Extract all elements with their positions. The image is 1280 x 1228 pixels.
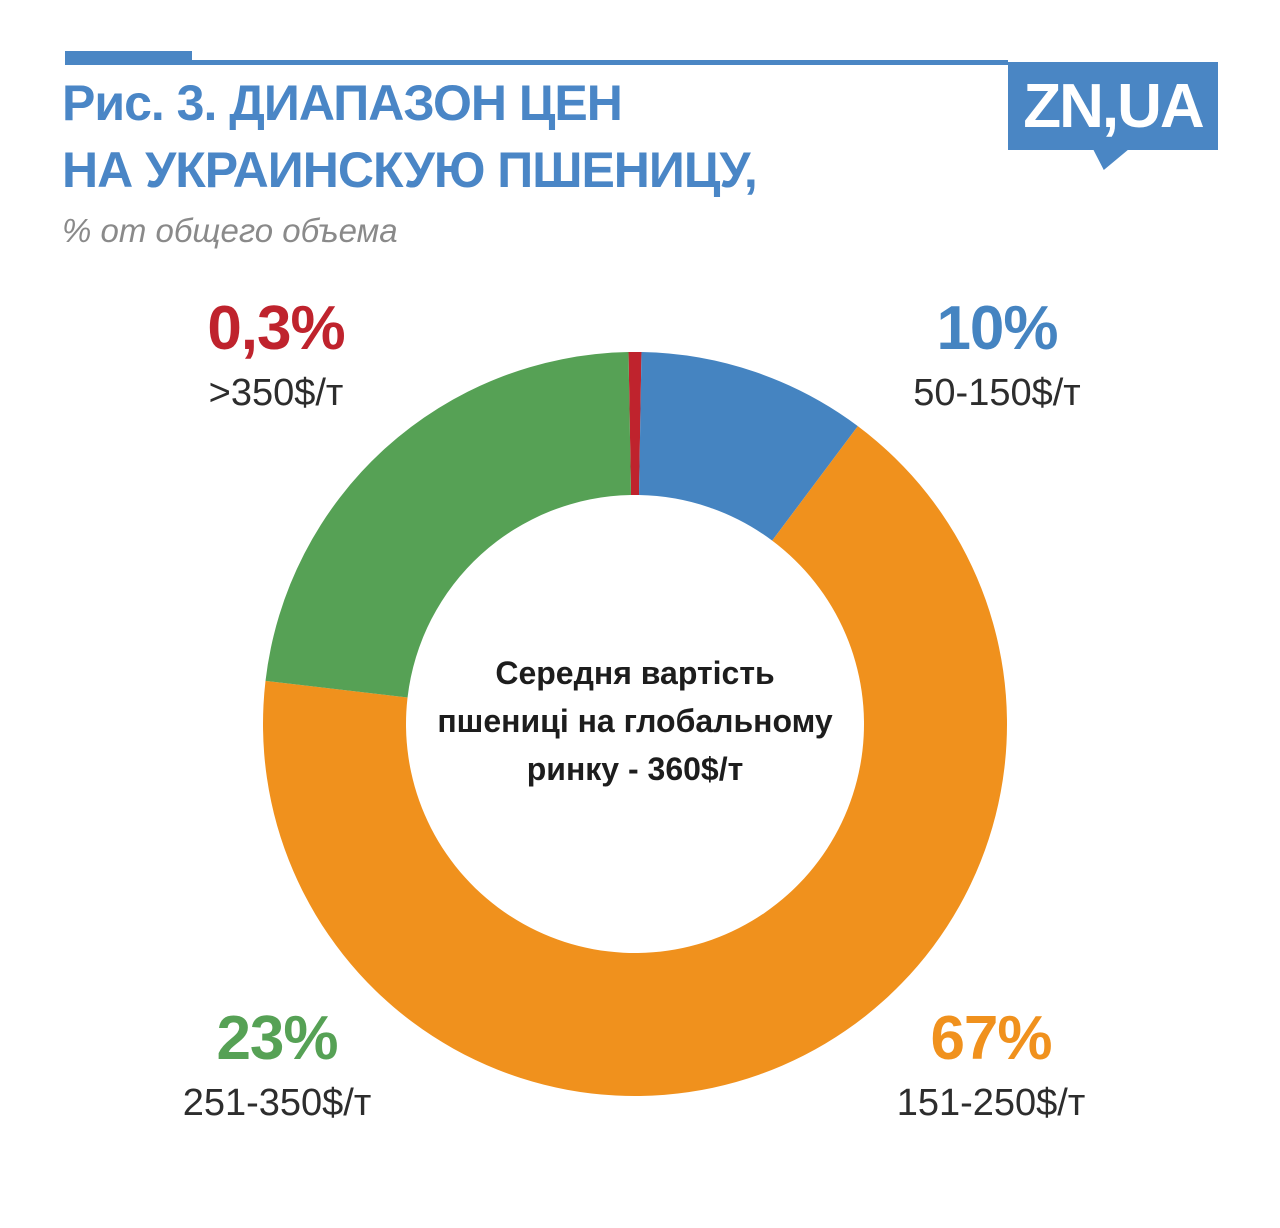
- slice-pct-151-250: 67%: [930, 1004, 1052, 1073]
- donut-slice-1: [639, 352, 858, 541]
- center-annotation-line2: пшениці на глобальному: [437, 703, 833, 739]
- znua-logo: ZN,UA: [1008, 62, 1218, 150]
- slice-range-50-150: 50-150$/т: [913, 372, 1081, 414]
- slice-range-251-350: 251-350$/т: [182, 1082, 372, 1124]
- donut-chart-svg: [263, 352, 1007, 1096]
- accent-bar-thick: [65, 51, 192, 65]
- slice-range-gt350: >350$/т: [208, 372, 344, 414]
- slice-label-gt350: 0,3% >350$/т: [116, 296, 436, 415]
- figure-title-line2: НА УКРАИНСКУЮ ПШЕНИЦУ,: [62, 142, 758, 198]
- slice-pct-50-150: 10%: [936, 294, 1058, 363]
- donut-slice-3: [265, 352, 631, 698]
- donut-slice-2: [263, 426, 1007, 1096]
- accent-bar-thin: [192, 60, 1008, 65]
- znua-logo-text: ZN,UA: [1023, 71, 1204, 141]
- center-annotation-line1: Середня вартість: [495, 655, 775, 691]
- slice-pct-251-350: 23%: [216, 1004, 338, 1073]
- figure-subtitle: % от общего объема: [62, 212, 398, 249]
- center-annotation-line3: ринку - 360$/т: [526, 751, 744, 787]
- donut-center-annotation: Середня вартість пшениці на глобальному …: [385, 649, 885, 793]
- slice-pct-gt350: 0,3%: [207, 294, 345, 363]
- donut-slice-0: [628, 352, 642, 496]
- slice-label-151-250: 67% 151-250$/т: [831, 1006, 1151, 1125]
- slice-label-251-350: 23% 251-350$/т: [117, 1006, 437, 1125]
- slice-label-50-150: 10% 50-150$/т: [837, 296, 1157, 415]
- slice-range-151-250: 151-250$/т: [896, 1082, 1086, 1124]
- figure-title-line1: Рис. 3. ДИАПАЗОН ЦЕН: [62, 75, 623, 131]
- znua-logo-tail: [1093, 149, 1129, 170]
